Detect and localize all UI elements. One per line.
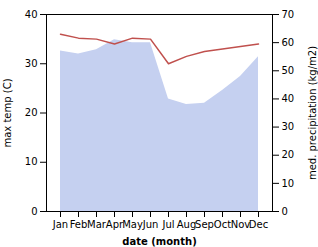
svg-text:Dec: Dec xyxy=(249,219,268,230)
svg-text:10: 10 xyxy=(25,156,38,167)
svg-text:40: 40 xyxy=(25,9,38,20)
svg-text:Nov: Nov xyxy=(231,219,251,230)
svg-text:20: 20 xyxy=(25,107,38,118)
svg-text:0: 0 xyxy=(282,206,288,217)
svg-text:0: 0 xyxy=(31,206,37,217)
svg-text:70: 70 xyxy=(282,9,295,20)
svg-text:10: 10 xyxy=(282,178,295,189)
svg-text:Oct: Oct xyxy=(214,219,231,230)
svg-text:date (month): date (month) xyxy=(122,236,196,247)
svg-text:40: 40 xyxy=(282,93,295,104)
svg-text:50: 50 xyxy=(282,65,295,76)
svg-text:May: May xyxy=(122,219,143,230)
svg-text:30: 30 xyxy=(25,58,38,69)
svg-text:Jul: Jul xyxy=(161,219,174,230)
svg-text:Mar: Mar xyxy=(87,219,107,230)
svg-text:Jan: Jan xyxy=(52,219,68,230)
svg-text:Aug: Aug xyxy=(177,219,197,230)
svg-text:30: 30 xyxy=(282,121,295,132)
svg-text:60: 60 xyxy=(282,37,295,48)
svg-text:Feb: Feb xyxy=(70,219,88,230)
svg-text:Sep: Sep xyxy=(195,219,214,230)
svg-text:max temp (C): max temp (C) xyxy=(2,78,13,147)
svg-text:Jun: Jun xyxy=(142,219,159,230)
svg-text:20: 20 xyxy=(282,149,295,160)
svg-text:med. precipitation (kg/m2): med. precipitation (kg/m2) xyxy=(307,46,318,180)
svg-text:Apr: Apr xyxy=(105,218,124,230)
